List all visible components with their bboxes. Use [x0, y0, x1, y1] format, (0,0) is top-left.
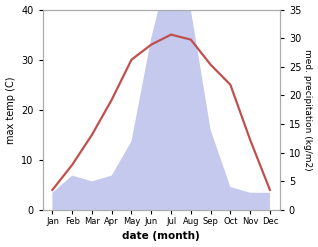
Y-axis label: max temp (C): max temp (C): [5, 76, 16, 144]
Y-axis label: med. precipitation (kg/m2): med. precipitation (kg/m2): [303, 49, 313, 171]
X-axis label: date (month): date (month): [122, 231, 200, 242]
